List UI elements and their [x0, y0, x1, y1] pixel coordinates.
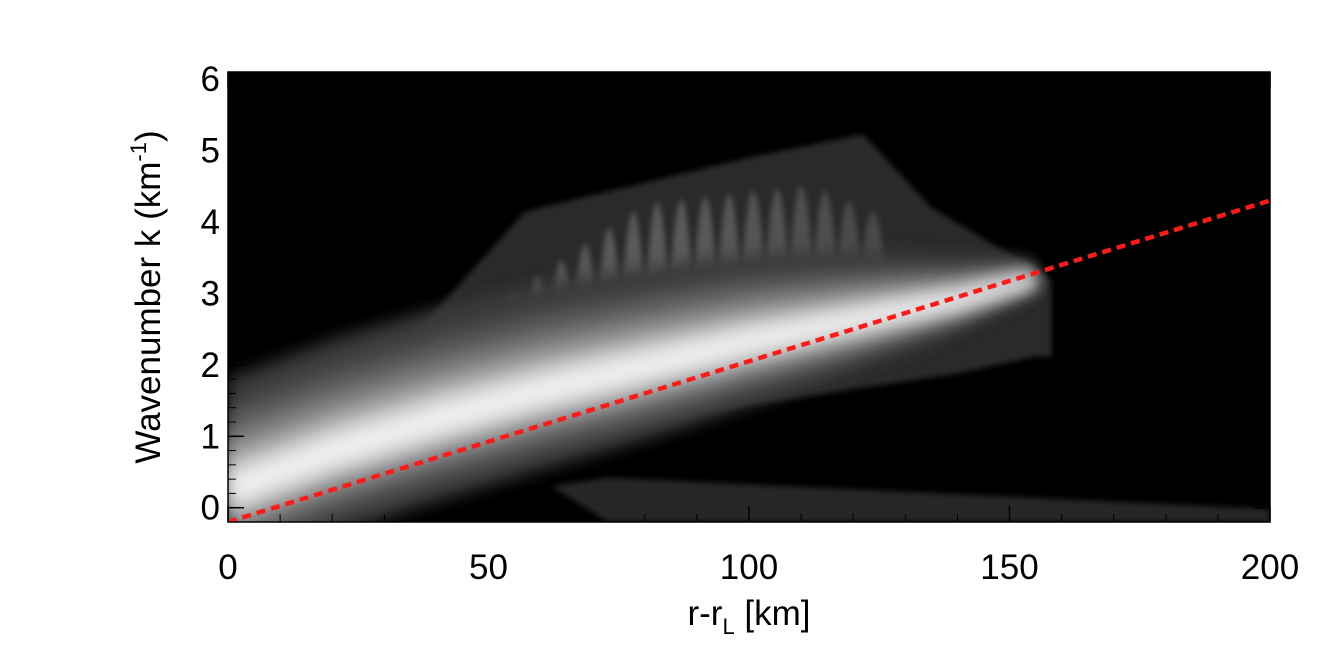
x-tick-label: 200 — [1241, 548, 1299, 587]
y-tick-label: 0 — [201, 489, 220, 528]
y-tick-label: 4 — [201, 203, 220, 242]
y-tick-label: 3 — [201, 274, 220, 313]
y-axis-ticks: 0 1 2 3 4 5 6 — [201, 60, 1270, 528]
y-axis-title: Wavenumber k (km-1) — [126, 130, 168, 463]
x-axis-ticks: 0 50 100 150 200 — [218, 72, 1299, 587]
x-tick-label: 0 — [218, 548, 237, 587]
y-tick-label: 6 — [201, 60, 220, 99]
series-layer — [228, 198, 1270, 522]
series-line — [228, 198, 1270, 522]
x-tick-label: 150 — [980, 548, 1038, 587]
x-axis-title: r-rL [km] — [687, 594, 810, 639]
heatmap-lower-tail — [551, 477, 1270, 522]
y-tick-label: 2 — [201, 346, 220, 385]
y-tick-label: 5 — [201, 132, 220, 171]
y-tick-label: 1 — [201, 417, 220, 456]
x-tick-label: 50 — [469, 548, 508, 587]
x-tick-label: 100 — [720, 548, 778, 587]
